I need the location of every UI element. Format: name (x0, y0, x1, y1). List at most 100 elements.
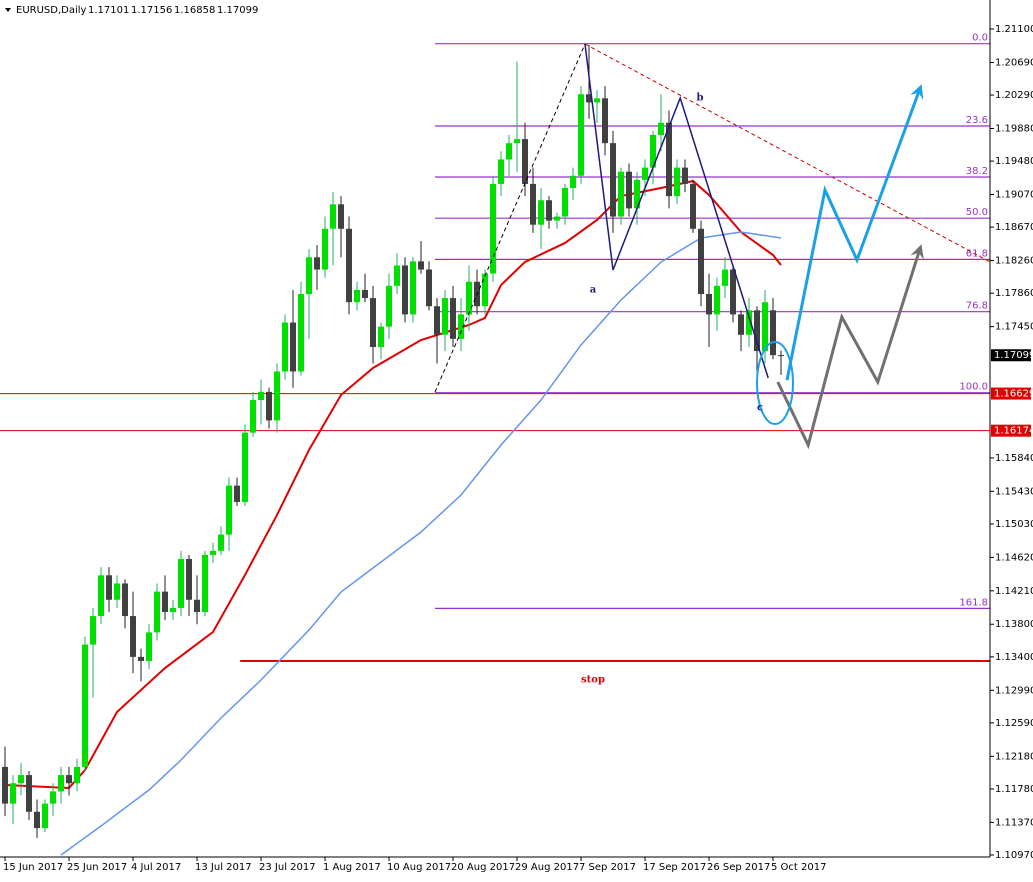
x-tick-label: 29 Aug 2017 (515, 862, 579, 873)
open: 1.17101 (88, 5, 129, 16)
candle-body (578, 94, 584, 176)
candle-body (618, 171, 624, 217)
candle-body (218, 534, 224, 551)
candle-body (450, 298, 456, 339)
candle-body (138, 656, 144, 661)
candle-body (82, 644, 88, 767)
candle-body (10, 783, 16, 804)
high: 1.17156 (131, 5, 172, 16)
drawing (785, 84, 924, 381)
x-tick-label: 10 Aug 2017 (387, 862, 451, 873)
x-tick-label: 7 Sep 2017 (579, 862, 636, 873)
candle-body (314, 257, 320, 270)
candle-body (18, 775, 24, 784)
candle-body (722, 269, 728, 286)
candle-body (738, 314, 744, 335)
y-tick-label: 1.21100 (995, 24, 1033, 35)
fib-label: 161.8 (959, 597, 988, 608)
drawing (584, 43, 990, 263)
y-tick-label: 1.14210 (995, 586, 1033, 597)
y-tick-label: 1.15840 (995, 453, 1033, 464)
candle-body (74, 766, 80, 784)
candle-body (426, 269, 432, 307)
close: 1.17099 (217, 5, 258, 16)
x-tick-label: 25 Jun 2017 (67, 862, 127, 873)
candle-body (226, 485, 232, 535)
y-tick-label: 1.15430 (995, 486, 1033, 497)
symbol: EURUSD,Daily (16, 5, 87, 16)
current-price: 1.17099 (994, 350, 1033, 361)
candle-body (370, 298, 376, 348)
candle-body (642, 167, 648, 180)
candle-body (746, 310, 752, 335)
candle-body (346, 228, 352, 303)
y-tick-label: 1.18260 (995, 256, 1033, 267)
x-tick-label: 23 Jul 2017 (259, 862, 316, 873)
candle-body (674, 167, 680, 197)
drawing (776, 244, 924, 450)
candle-body (282, 322, 288, 372)
candle-body (634, 179, 640, 209)
candle-body (154, 591, 160, 633)
level-price-box (991, 387, 1031, 400)
candle-body (498, 159, 504, 184)
y-tick-label: 1.19070 (995, 190, 1033, 201)
candle-body (698, 228, 704, 295)
level-price-box (991, 424, 1031, 437)
candle-body (770, 310, 776, 356)
candle-body (682, 167, 688, 184)
candle-body (178, 559, 184, 608)
candle-body (330, 204, 336, 229)
current-price-box (991, 349, 1031, 362)
wave-label: a (590, 285, 597, 296)
header-arrow (5, 8, 11, 12)
wave-label: c (757, 403, 763, 414)
candle-body (130, 616, 136, 657)
candle-body (146, 632, 152, 661)
y-tick-label: 1.13800 (995, 619, 1033, 630)
x-tick-label: 13 Jul 2017 (195, 862, 252, 873)
candle-body (570, 175, 576, 189)
x-tick-label: 26 Sep 2017 (707, 862, 770, 873)
candle-body (66, 775, 72, 784)
candle-body (530, 183, 536, 225)
candle-body (778, 355, 784, 357)
x-tick-label: 17 Sep 2017 (643, 862, 706, 873)
candle-body (58, 775, 64, 792)
fib-label: 0.0 (972, 33, 988, 44)
y-tick-label: 1.12990 (995, 685, 1033, 696)
y-tick-label: 1.20290 (995, 90, 1033, 101)
fib-label: 76.8 (966, 301, 988, 312)
y-tick-label: 1.20690 (995, 57, 1033, 68)
x-tick-label: 5 Oct 2017 (771, 862, 826, 873)
drawing (434, 43, 586, 393)
candle-body (106, 575, 112, 600)
x-tick-label: 4 Jul 2017 (131, 862, 181, 873)
candle-body (298, 294, 304, 372)
candle-body (546, 200, 552, 221)
candle-body (98, 575, 104, 617)
candle-body (394, 265, 400, 286)
candle-body (466, 281, 472, 315)
y-tick-label: 1.11780 (995, 784, 1033, 795)
candle-body (42, 803, 48, 829)
stop-label: stop (581, 675, 605, 686)
candle-body (658, 122, 664, 136)
candle-body (338, 204, 344, 229)
y-tick-label: 1.17860 (995, 288, 1033, 299)
candle-body (482, 273, 488, 307)
candle-body (2, 766, 8, 804)
candle-body (602, 98, 608, 144)
drawing (584, 43, 769, 379)
y-tick-label: 1.15030 (995, 519, 1033, 530)
x-tick-label: 15 Jun 2017 (3, 862, 63, 873)
candle-body (706, 294, 712, 315)
candle-body (322, 228, 328, 270)
candle-body (514, 139, 520, 144)
candle-body (690, 183, 696, 229)
candle-body (306, 257, 312, 295)
fib-label: 38.2 (966, 166, 988, 177)
candle-body (258, 391, 264, 401)
